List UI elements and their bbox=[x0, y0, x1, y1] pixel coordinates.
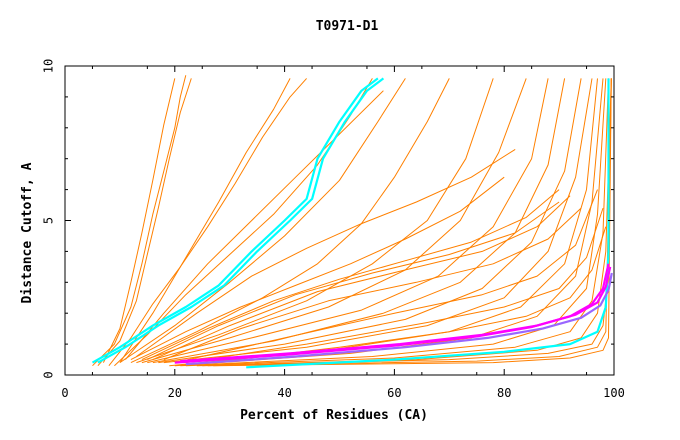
x-axis-label: Percent of Residues (CA) bbox=[240, 408, 428, 423]
series-line bbox=[213, 78, 612, 367]
highlight-series-line bbox=[91, 77, 379, 364]
series-line bbox=[102, 78, 176, 363]
x-tick-label: 100 bbox=[603, 386, 625, 400]
series-line bbox=[185, 207, 604, 364]
series-line bbox=[169, 78, 598, 367]
series-line bbox=[141, 78, 527, 364]
x-tick-label: 40 bbox=[277, 386, 291, 400]
series-line bbox=[152, 195, 571, 361]
x-axis: 0 20 40 60 80 100 bbox=[61, 66, 625, 400]
chart-title: T0971-D1 bbox=[316, 19, 379, 34]
series-layer bbox=[91, 75, 613, 369]
series-line bbox=[152, 78, 566, 364]
highlight-series-line bbox=[185, 272, 613, 366]
series-line bbox=[114, 78, 373, 367]
series-line bbox=[196, 226, 607, 365]
series-line bbox=[163, 78, 593, 364]
series-line bbox=[130, 78, 450, 364]
series-line bbox=[196, 78, 612, 367]
highlight-series-line bbox=[97, 77, 385, 364]
series-line bbox=[141, 189, 560, 361]
series-line bbox=[97, 78, 192, 367]
plot-area: 0 20 40 60 80 100 0 5 10 bbox=[42, 59, 625, 400]
x-tick-label: 80 bbox=[497, 386, 511, 400]
y-tick-label: 10 bbox=[42, 59, 56, 73]
series-line bbox=[163, 207, 582, 361]
y-axis: 0 5 10 bbox=[42, 59, 614, 379]
series-line bbox=[158, 78, 582, 364]
series-line bbox=[130, 176, 505, 361]
y-tick-label: 5 bbox=[42, 217, 56, 224]
series-line bbox=[92, 75, 187, 367]
series-line bbox=[125, 90, 384, 360]
y-tick-label: 0 bbox=[42, 371, 56, 378]
x-tick-label: 60 bbox=[387, 386, 401, 400]
series-line bbox=[108, 78, 307, 367]
series-line bbox=[119, 78, 406, 364]
series-line bbox=[185, 78, 609, 367]
series-line bbox=[147, 201, 560, 361]
y-axis-label: Distance Cutoff, A bbox=[20, 162, 35, 303]
series-line bbox=[136, 148, 516, 357]
x-tick-label: 20 bbox=[168, 386, 182, 400]
series-line bbox=[119, 78, 291, 363]
series-line bbox=[174, 78, 604, 367]
highlight-series-line bbox=[180, 266, 612, 363]
x-tick-label: 0 bbox=[61, 386, 68, 400]
series-line bbox=[174, 189, 598, 364]
series-line bbox=[147, 78, 549, 364]
series-line bbox=[136, 78, 494, 364]
highlight-series-line bbox=[246, 78, 610, 369]
